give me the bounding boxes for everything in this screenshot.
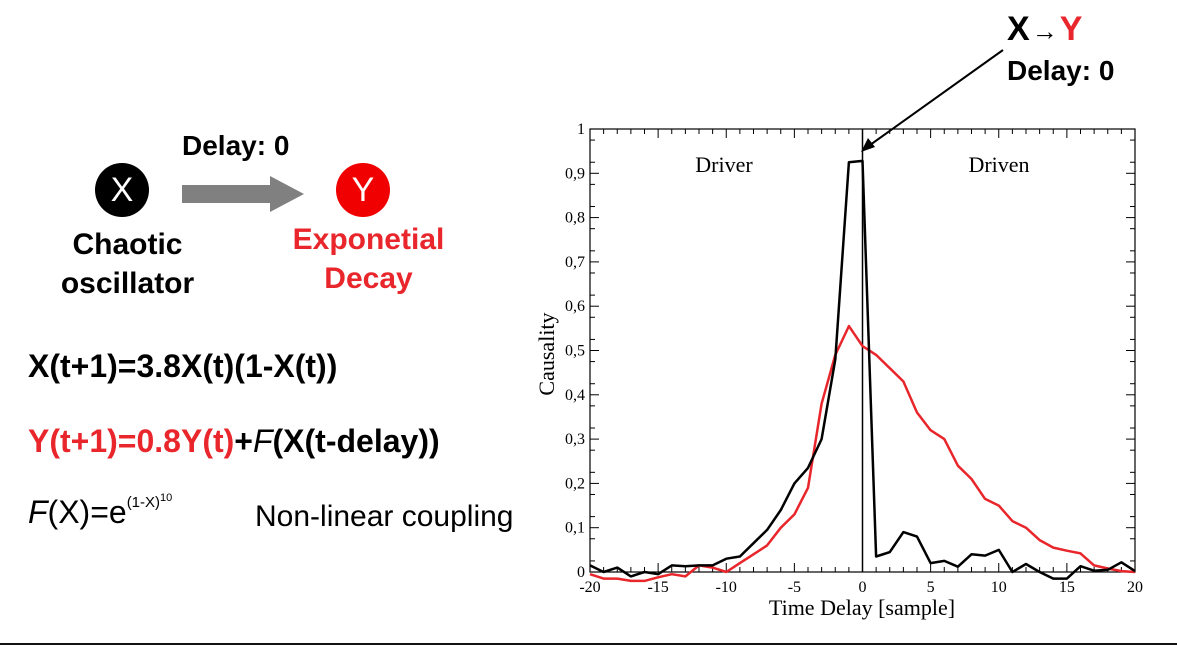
y-tick-label: 0,1	[565, 520, 585, 537]
y-caption-line2: Decay	[324, 262, 413, 295]
callout-arrow-icon: →	[1031, 16, 1058, 46]
equation-f-exp-power: 10	[160, 492, 173, 504]
link-delay-label: Delay: 0	[182, 130, 290, 161]
y-tick-label: 0,4	[565, 387, 585, 404]
equation-f-name: F	[28, 494, 48, 530]
bottom-divider	[0, 643, 1177, 645]
x-caption-line1: Chaotic	[72, 228, 183, 261]
y-caption: Exponetial Decay	[276, 220, 461, 298]
y-tick-label: 0,2	[565, 475, 585, 492]
x-axis-title: Time Delay [sample]	[769, 595, 955, 620]
y-tick-label: 0,3	[565, 431, 585, 448]
callout-title: X→Y	[1007, 10, 1082, 49]
equation-f-exp-base: (1-X)	[126, 494, 161, 511]
node-y: Y	[336, 163, 390, 217]
y-tick-label: 0,7	[565, 254, 585, 271]
x-tick-label: -15	[647, 579, 668, 596]
x-tick-label: -10	[716, 579, 737, 596]
x-tick-label: 15	[1059, 579, 1075, 596]
annotation-driver: Driver	[695, 152, 753, 177]
equation-y: Y(t+1)=0.8Y(t)+F(X(t-delay))	[28, 423, 440, 460]
plot-layer: -20 -15 -10 -5 0 5 10 15 20 0 0,1 0,2 0,3 0,4 0,5 0,6 0,…	[565, 121, 1143, 596]
callout-y: Y	[1059, 10, 1083, 48]
x-caption-line2: oscillator	[60, 267, 195, 300]
x-tick-label: 10	[991, 579, 1007, 596]
equation-y-rest: (X(t-delay))	[272, 423, 440, 459]
annotation-driven: Driven	[968, 152, 1029, 177]
link-arrow-icon	[182, 176, 304, 212]
y-tick-label: 0,5	[565, 343, 585, 360]
node-x: X	[95, 163, 149, 217]
x-tick-label: 0	[859, 579, 867, 596]
equation-f-body: (X)=e	[47, 494, 127, 530]
callout-pointer-line	[862, 49, 1004, 151]
x-tick-label: -5	[788, 579, 801, 596]
y-axis-title: Causality	[534, 312, 559, 395]
y-tick-label: 1	[577, 121, 585, 138]
equation-y-f: F	[252, 423, 273, 459]
x-tick-label: -20	[579, 579, 600, 596]
equation-f: F(X)=e(1-X)10	[28, 492, 172, 531]
y-caption-line1: Exponetial	[292, 223, 445, 256]
y-tick-label: 0,6	[565, 298, 585, 315]
equation-x: X(t+1)=3.8X(t)(1-X(t))	[28, 348, 338, 384]
equation-y-plus: +	[234, 423, 253, 459]
equation-f-exponent: (1-X)10	[126, 492, 173, 511]
callout-pointer-arrowhead	[861, 138, 875, 152]
y-tick-label: 0,8	[565, 210, 585, 227]
series-line-black	[589, 159, 1136, 580]
equation-y-lhs: Y(t+1)=0.8Y(t)	[28, 423, 235, 459]
callout-delay: Delay: 0	[1007, 55, 1115, 86]
x-tick-label: 20	[1127, 579, 1143, 596]
coupling-note: Non-linear coupling	[255, 500, 514, 533]
y-tick-label: 0,9	[565, 165, 585, 182]
x-caption: Chaotic oscillator	[40, 225, 215, 303]
y-tick-label: 0	[577, 564, 585, 581]
callout-x: X	[1007, 10, 1030, 48]
series-line-red	[589, 324, 1136, 583]
x-tick-label: 5	[927, 579, 935, 596]
